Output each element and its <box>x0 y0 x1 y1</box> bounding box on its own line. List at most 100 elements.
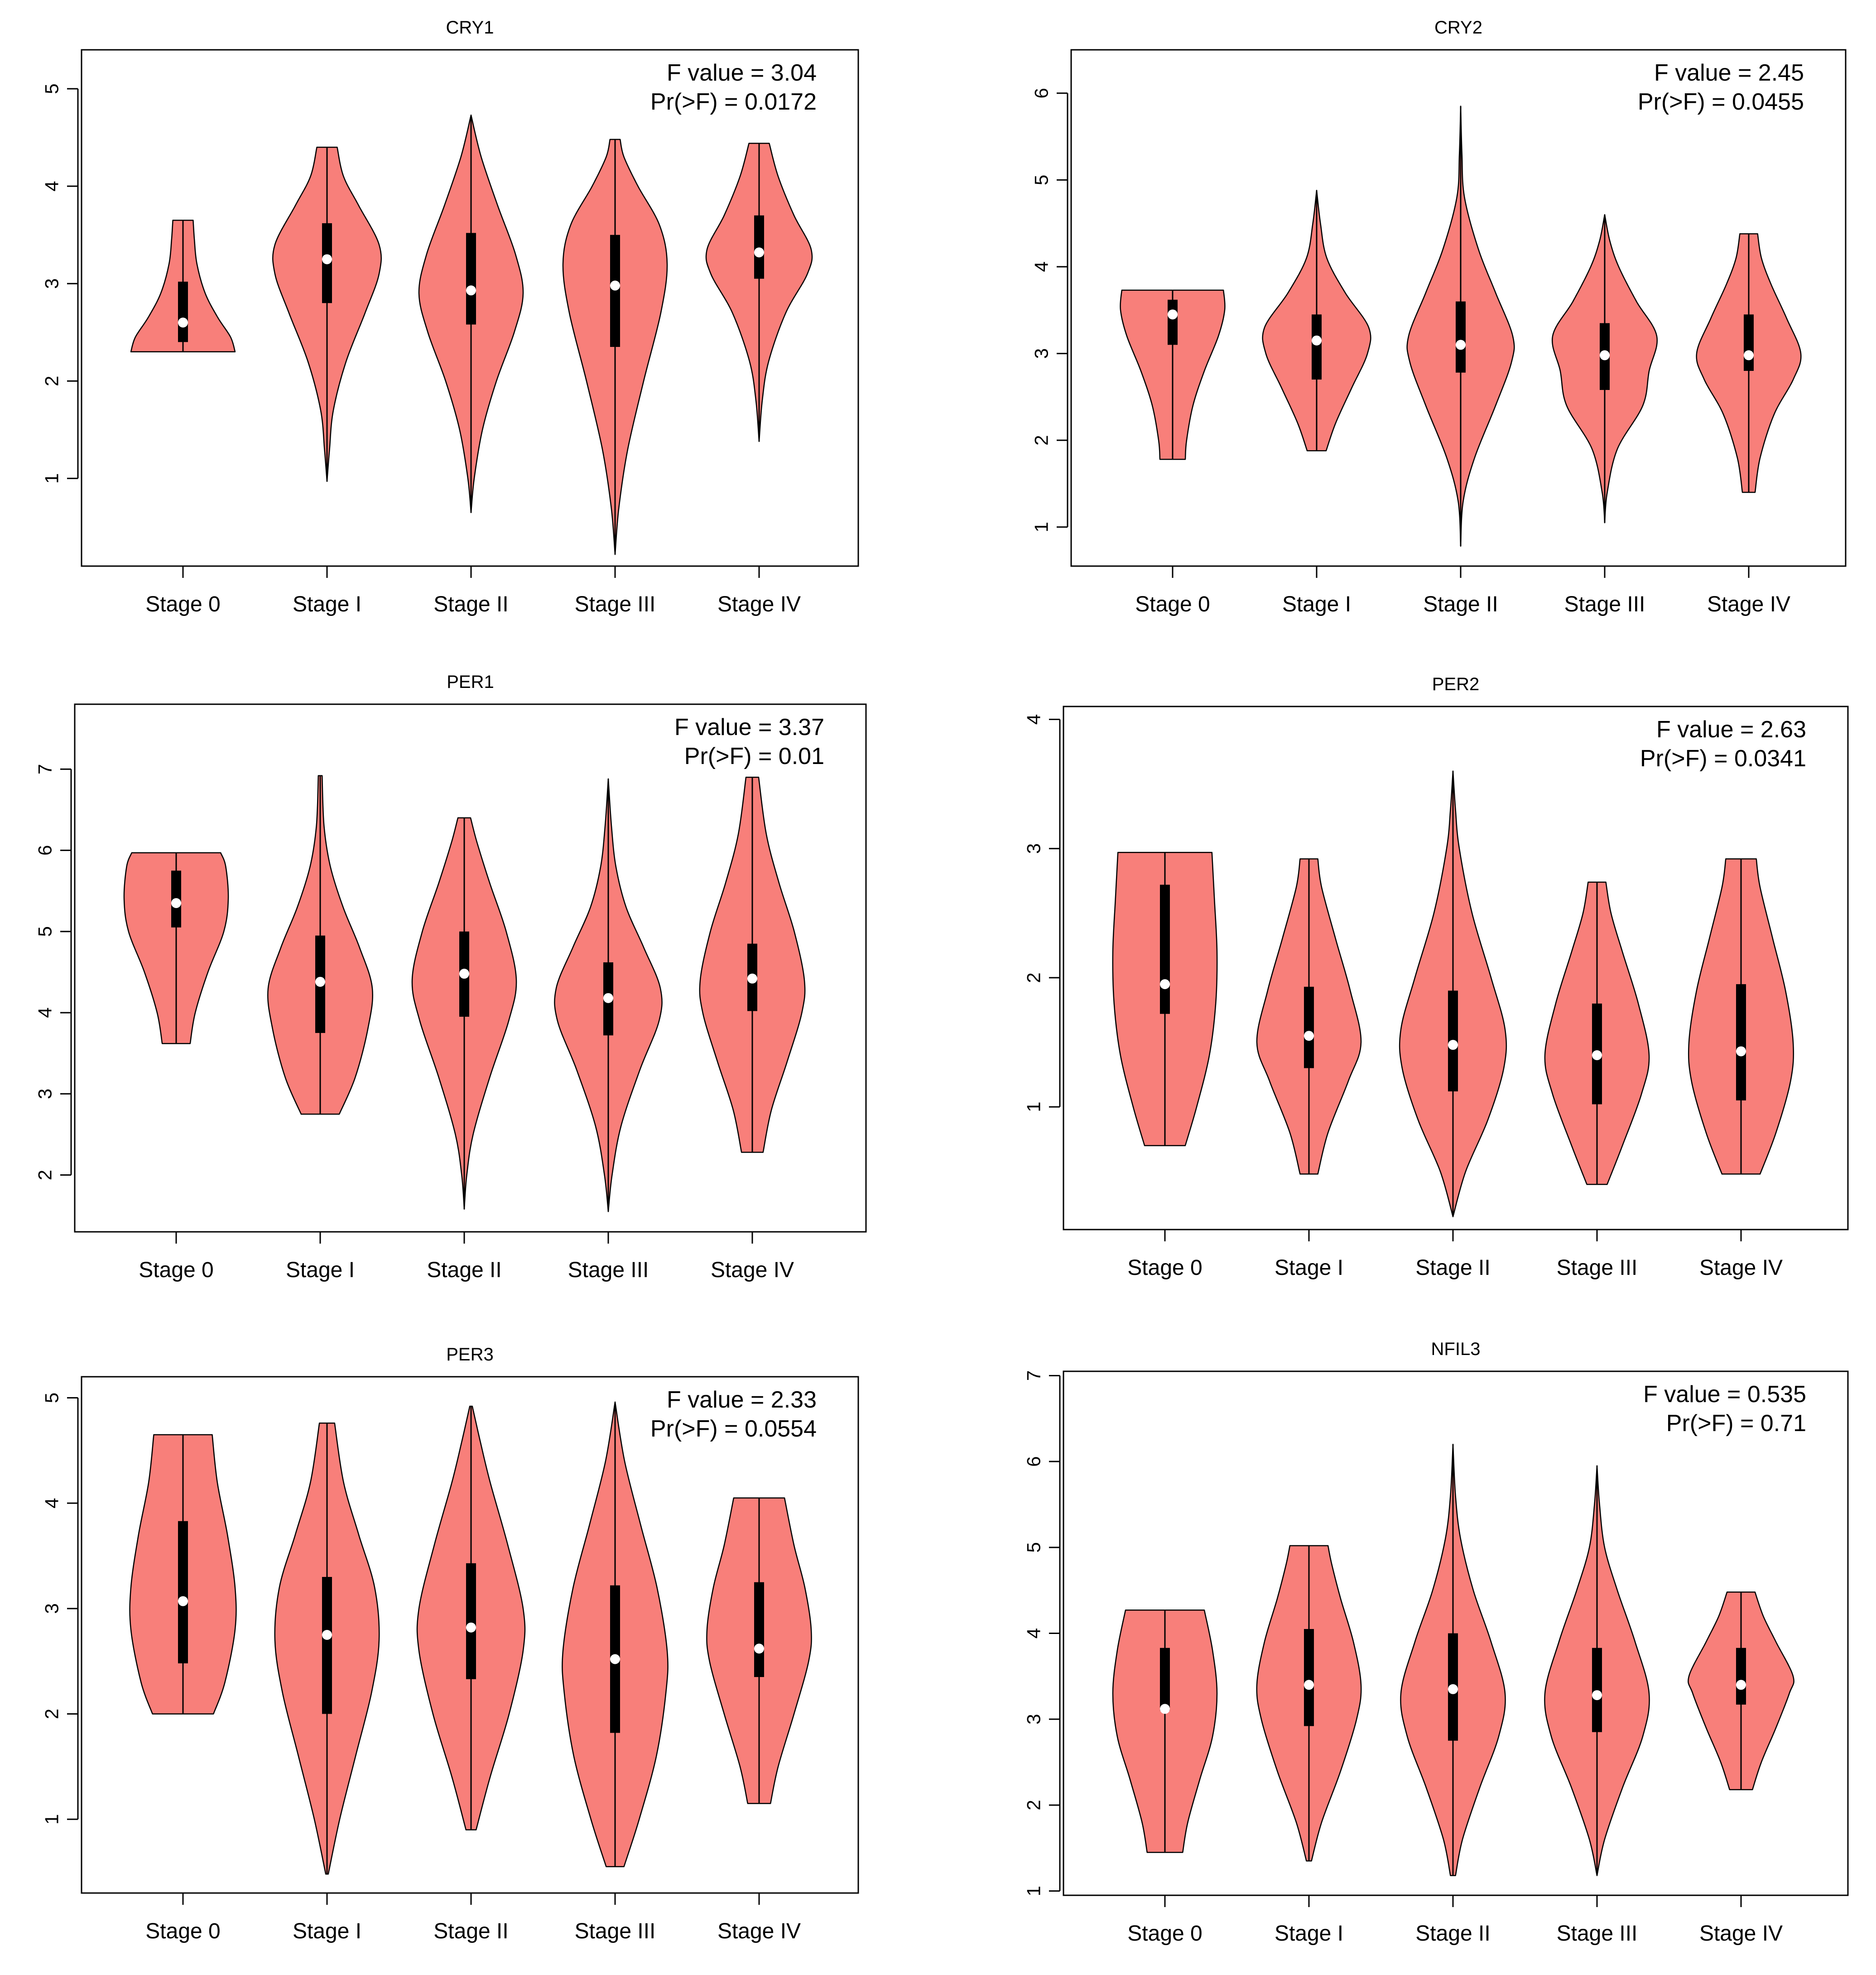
category-label: Stage II <box>433 1919 508 1943</box>
violin-median-point <box>610 280 620 291</box>
category-label: Stage II <box>433 592 508 616</box>
plot-frame <box>74 703 867 1233</box>
y-tick-label: 3 <box>41 279 63 289</box>
y-tick-label: 2 <box>41 1709 63 1719</box>
f-value-label: F value = 2.45 <box>1654 60 1804 86</box>
y-tick-label: 5 <box>1031 175 1052 185</box>
violin-panel-cry2: CRY2 F value = 2.45 Pr(>F) = 0.0455 1 2 3 4 5 6 S… <box>1031 18 1847 616</box>
violin-iqr-box <box>1168 299 1178 345</box>
category-label: Stage I <box>1275 1922 1343 1946</box>
violin-iqr-box <box>322 1577 332 1714</box>
violin-iqr-box <box>1304 1629 1314 1726</box>
violin-median-point <box>1592 1690 1602 1701</box>
y-tick-label: 4 <box>1023 1628 1044 1639</box>
violin-median-point <box>1160 979 1170 990</box>
violin-median-point <box>1312 335 1322 346</box>
category-label: Stage 0 <box>145 1919 220 1943</box>
panel-title: CRY1 <box>446 18 494 38</box>
y-tick-label: 3 <box>1023 843 1044 854</box>
f-value-label: F value = 3.04 <box>667 60 817 86</box>
violin-median-point <box>610 1654 620 1664</box>
plot-frame <box>81 1376 859 1894</box>
p-value-label: Pr(>F) = 0.0172 <box>650 89 817 115</box>
violin-median-point <box>1160 1704 1170 1714</box>
y-tick-label: 5 <box>34 926 56 937</box>
y-tick-label: 5 <box>41 83 63 94</box>
f-value-label: F value = 2.33 <box>667 1387 817 1413</box>
plot-frame <box>1063 706 1849 1230</box>
f-value-label: F value = 2.63 <box>1656 716 1806 743</box>
category-label: Stage IV <box>1707 592 1790 616</box>
f-value-label: F value = 3.37 <box>674 714 824 740</box>
violin-median-point <box>603 993 613 1003</box>
violin-panel-per3: PER3 F value = 2.33 Pr(>F) = 0.0554 1 2 3 4 5 St… <box>41 1345 859 1943</box>
violin-median-point <box>466 285 476 296</box>
p-value-label: Pr(>F) = 0.0455 <box>1638 89 1804 115</box>
category-label: Stage IV <box>717 1919 801 1943</box>
y-tick-label: 1 <box>1023 1886 1044 1896</box>
violin-median-point <box>322 254 332 264</box>
violin-iqr-box <box>1160 884 1170 1014</box>
violin-iqr-box <box>1160 1648 1170 1711</box>
violin-median-point <box>171 898 181 908</box>
violin-median-point <box>1600 350 1610 360</box>
violin-median-point <box>1456 340 1466 350</box>
f-value-label: F value = 0.535 <box>1643 1381 1806 1408</box>
violin-panel-per1: PER1 F value = 3.37 Pr(>F) = 0.01 2 3 4 5 6 7 Sta… <box>34 672 867 1282</box>
y-tick-label: 5 <box>1023 1542 1044 1552</box>
p-value-label: Pr(>F) = 0.0554 <box>650 1416 817 1442</box>
violin-median-point <box>747 973 757 984</box>
category-label: Stage III <box>568 1258 649 1282</box>
plot-frame <box>81 49 859 567</box>
panel-title: PER1 <box>447 672 494 692</box>
y-tick-label: 4 <box>1031 261 1052 272</box>
category-label: Stage IV <box>1699 1922 1783 1946</box>
y-tick-label: 1 <box>1023 1101 1044 1112</box>
y-tick-label: 4 <box>41 1498 63 1509</box>
violin-panel-cry1: CRY1 F value = 3.04 Pr(>F) = 0.0172 1 2 3 4 5 St… <box>41 18 859 616</box>
category-label: Stage IV <box>1699 1256 1783 1280</box>
violin-median-point <box>754 1643 764 1654</box>
violin-iqr-box <box>1456 301 1466 373</box>
y-tick-label: 2 <box>34 1170 56 1180</box>
violin-iqr-box <box>178 1521 188 1663</box>
category-label: Stage II <box>1423 592 1498 616</box>
y-tick-label: 3 <box>1023 1714 1044 1724</box>
category-label: Stage III <box>575 592 656 616</box>
violin-median-point <box>1736 1046 1746 1057</box>
violin-median-point <box>1448 1040 1458 1050</box>
category-label: Stage 0 <box>1127 1922 1202 1946</box>
violin-iqr-box <box>1312 314 1322 380</box>
category-label: Stage II <box>1415 1256 1490 1280</box>
violin-iqr-box <box>466 233 476 325</box>
violin-median-point <box>315 976 325 987</box>
y-tick-label: 2 <box>1023 1800 1044 1810</box>
violin-median-point <box>1736 1680 1746 1690</box>
violin-median-point <box>459 969 469 979</box>
violin-iqr-box <box>1744 314 1754 371</box>
violin-median-point <box>466 1622 476 1633</box>
y-tick-label: 7 <box>34 764 56 774</box>
violin-iqr-box <box>754 1582 764 1677</box>
panel-title: CRY2 <box>1434 18 1482 38</box>
y-tick-label: 3 <box>34 1089 56 1099</box>
y-tick-label: 4 <box>34 1007 56 1018</box>
y-tick-label: 2 <box>41 376 63 386</box>
violin-median-point <box>1448 1684 1458 1694</box>
panel-title: PER3 <box>446 1345 494 1365</box>
category-label: Stage I <box>286 1258 355 1282</box>
y-tick-label: 3 <box>41 1603 63 1614</box>
y-tick-label: 1 <box>1031 522 1052 532</box>
violin-median-point <box>754 247 764 258</box>
violin-iqr-box <box>178 281 188 342</box>
y-tick-label: 2 <box>1023 972 1044 983</box>
y-tick-label: 2 <box>1031 435 1052 446</box>
category-label: Stage I <box>293 592 361 616</box>
violin-median-point <box>1168 309 1178 320</box>
violin-median-point <box>1304 1031 1314 1041</box>
violin-iqr-box <box>1304 986 1314 1068</box>
category-label: Stage 0 <box>1135 592 1210 616</box>
category-label: Stage III <box>1557 1922 1638 1946</box>
p-value-label: Pr(>F) = 0.01 <box>684 743 824 769</box>
